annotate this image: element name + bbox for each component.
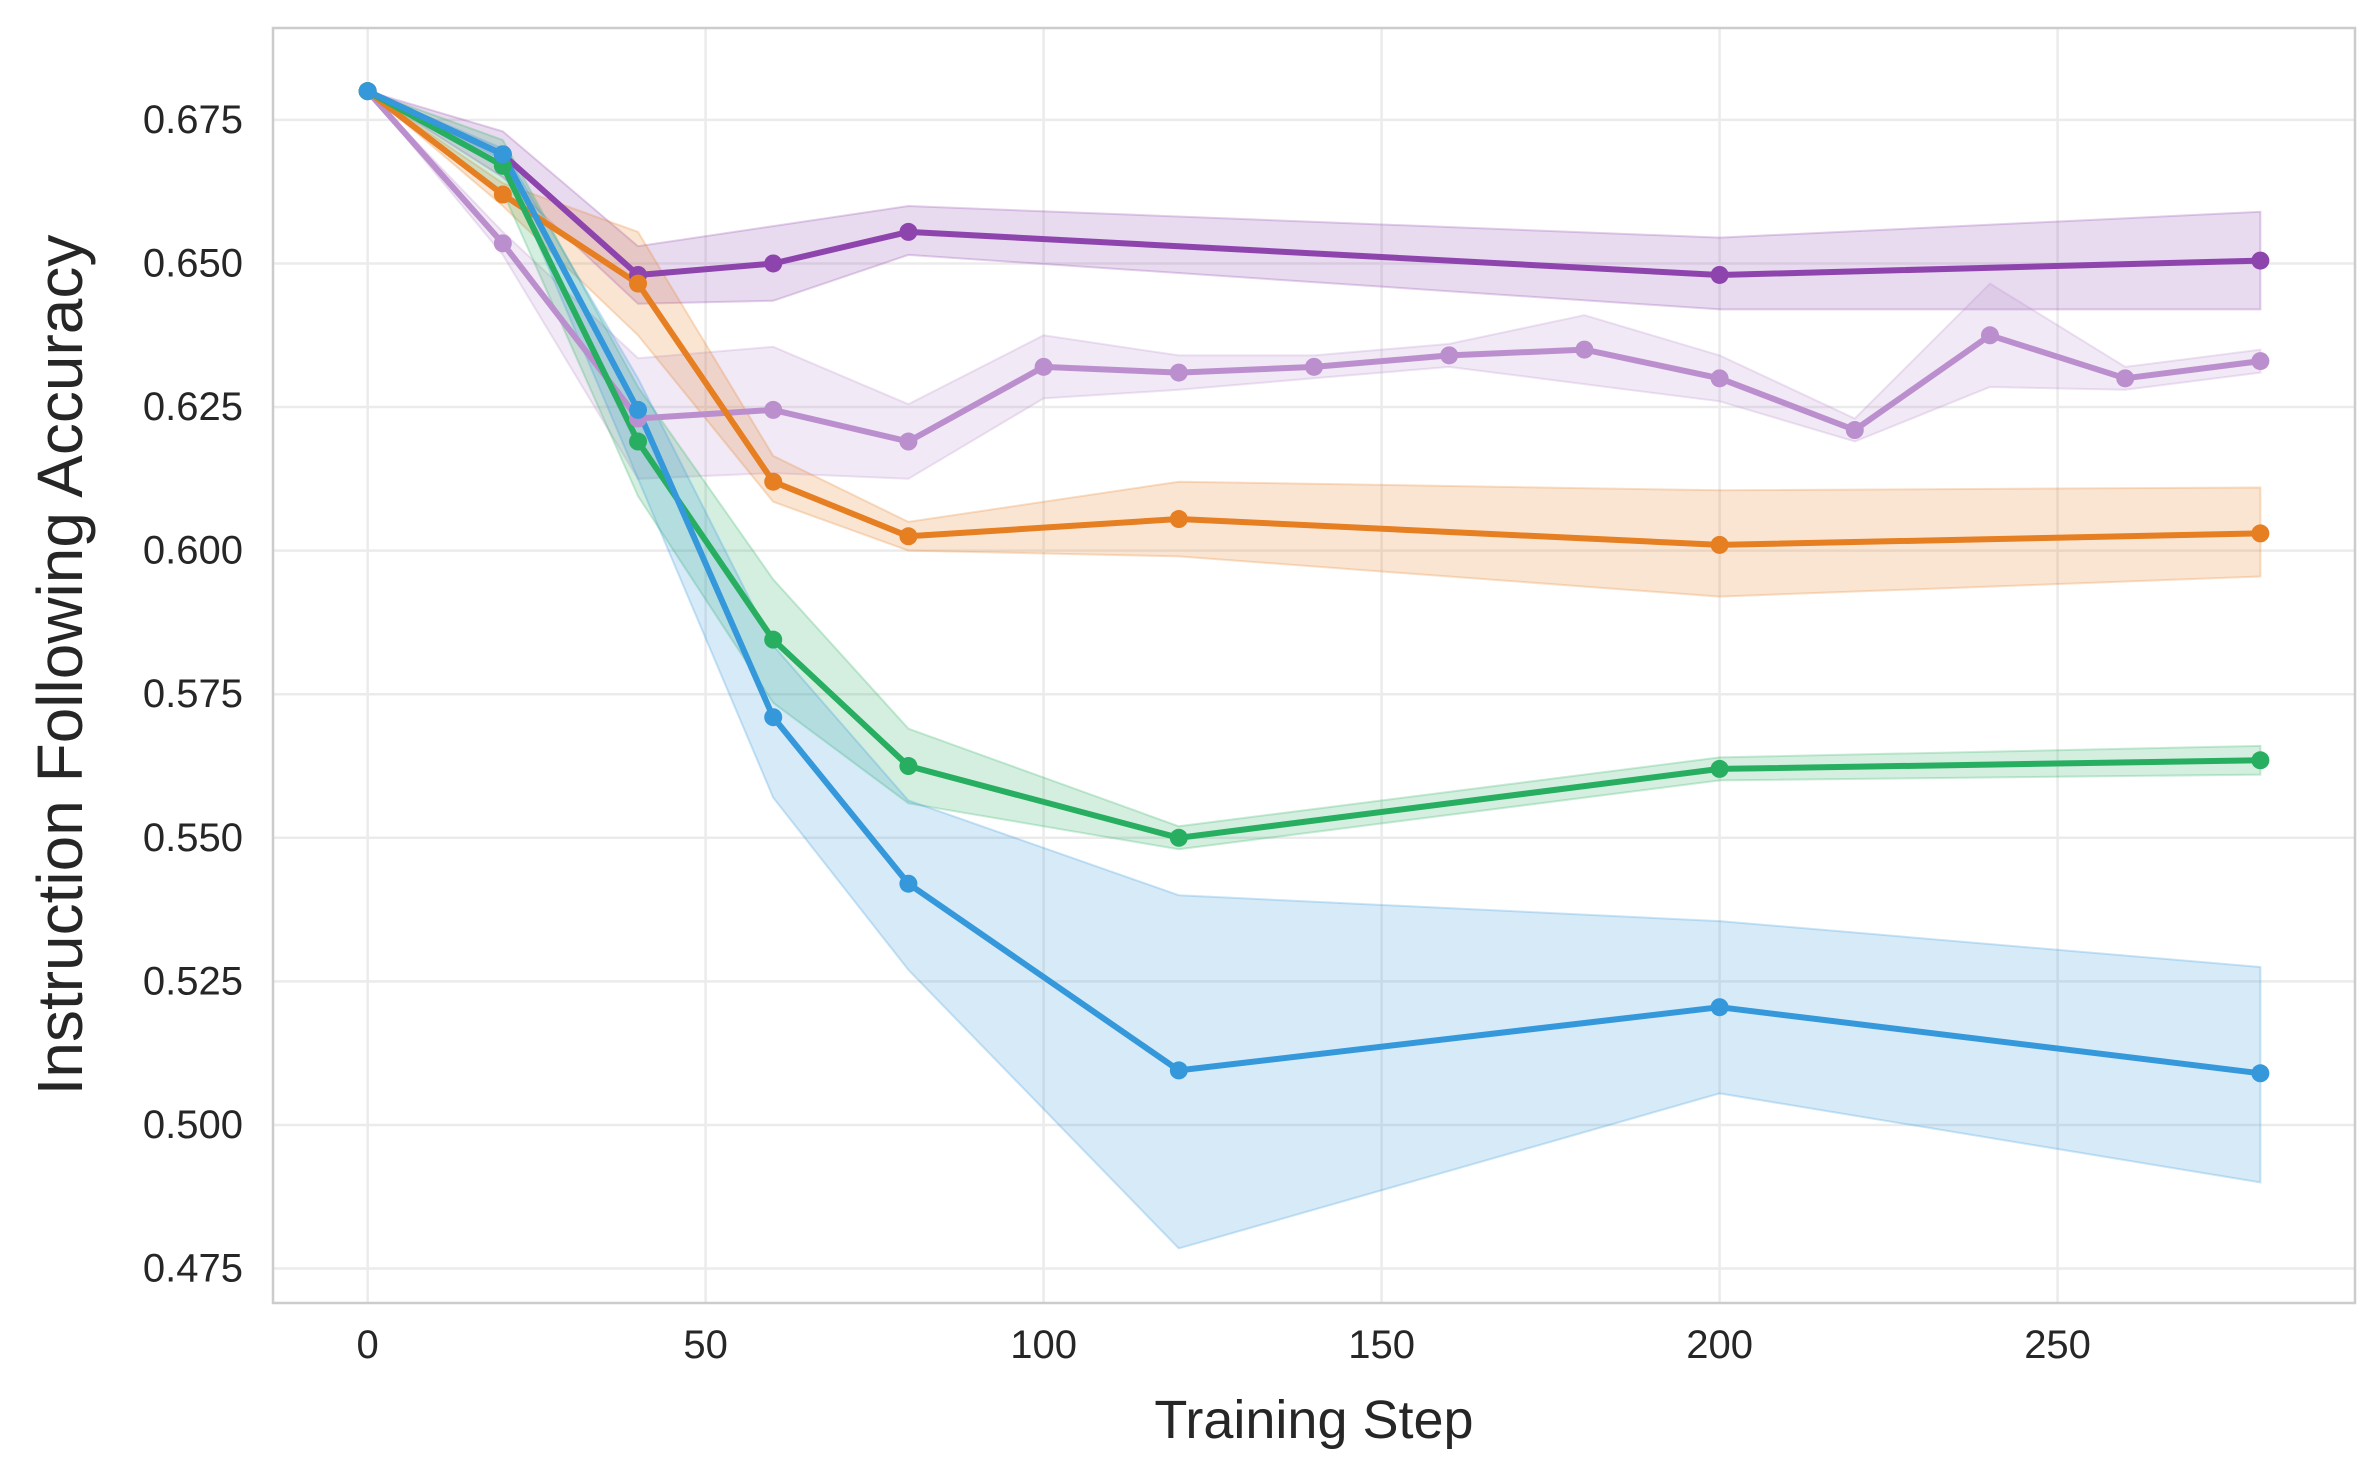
series-orange-point: [899, 527, 918, 546]
y-tick-label: 0.675: [143, 98, 243, 142]
series-blue-line: [364, 88, 2264, 1077]
series-green-point: [764, 630, 783, 649]
y-tick-label: 0.625: [143, 385, 243, 429]
data-points: [358, 82, 2270, 1083]
series-green-point: [2251, 751, 2270, 770]
x-tick-label: 50: [683, 1323, 728, 1367]
plot-frame: [271, 26, 2357, 1305]
y-tick-label: 0.600: [143, 529, 243, 573]
series-lavender-point: [1575, 340, 1594, 359]
series-orange-point: [2251, 524, 2270, 543]
y-tick-label: 0.650: [143, 241, 243, 285]
series-green-point: [1169, 828, 1188, 847]
series-lavender-point: [1440, 346, 1459, 365]
series-purple-point: [1710, 265, 1729, 284]
x-axis-label: Training Step: [1154, 1390, 1473, 1450]
confidence-bands: [366, 90, 2262, 1250]
series-orange-point: [764, 472, 783, 491]
series-green-point: [1710, 759, 1729, 778]
series-purple-point: [764, 254, 783, 273]
series-lavender-point: [1169, 363, 1188, 382]
series-blue-point: [358, 82, 377, 101]
series-lavender-point: [2116, 369, 2135, 388]
y-tick-label: 0.525: [143, 959, 243, 1003]
series-orange-point: [1169, 510, 1188, 529]
x-tick-label: 0: [357, 1323, 379, 1367]
series-purple-point: [899, 222, 918, 241]
series-blue-point: [493, 145, 512, 164]
series-lavender-point: [899, 432, 918, 451]
series-lavender-point: [1710, 369, 1729, 388]
series-lavender-point: [2251, 352, 2270, 371]
series-orange-point: [493, 185, 512, 204]
series-green-line: [364, 88, 2264, 841]
x-tick-label: 250: [2024, 1323, 2091, 1367]
series-lavender-point: [764, 400, 783, 419]
series-green-point: [629, 432, 648, 451]
series-blue-point: [899, 874, 918, 893]
series-blue-point: [629, 400, 648, 419]
series-lavender-point: [1845, 421, 1864, 440]
y-tick-labels: 0.475 0.500 0.525 0.550 0.575 0.600 0.625 0.650…: [143, 98, 243, 1291]
series-orange-point: [629, 274, 648, 293]
series-blue-point: [2251, 1064, 2270, 1083]
series-orange-point: [1710, 535, 1729, 554]
series-blue-point: [764, 708, 783, 727]
y-axis-label: Instruction Following Accuracy: [24, 235, 96, 1096]
series-blue-point: [1710, 998, 1729, 1017]
series-lavender-point: [493, 234, 512, 253]
series-lavender-point: [1034, 357, 1053, 376]
x-tick-label: 150: [1348, 1323, 1415, 1367]
series-purple-point: [2251, 251, 2270, 270]
x-tick-label: 200: [1686, 1323, 1753, 1367]
series-green-point: [899, 757, 918, 776]
series-blue-point: [1169, 1061, 1188, 1080]
y-tick-label: 0.500: [143, 1103, 243, 1147]
x-tick-labels: 0 50 100 150 200 250: [357, 1323, 2091, 1367]
y-tick-label: 0.575: [143, 672, 243, 716]
series-lavender-point: [1980, 326, 1999, 345]
plot-background: [273, 28, 2355, 1303]
y-tick-label: 0.475: [143, 1247, 243, 1291]
x-tick-label: 100: [1010, 1323, 1077, 1367]
series-lavender-point: [1305, 357, 1323, 376]
y-tick-label: 0.550: [143, 816, 243, 860]
